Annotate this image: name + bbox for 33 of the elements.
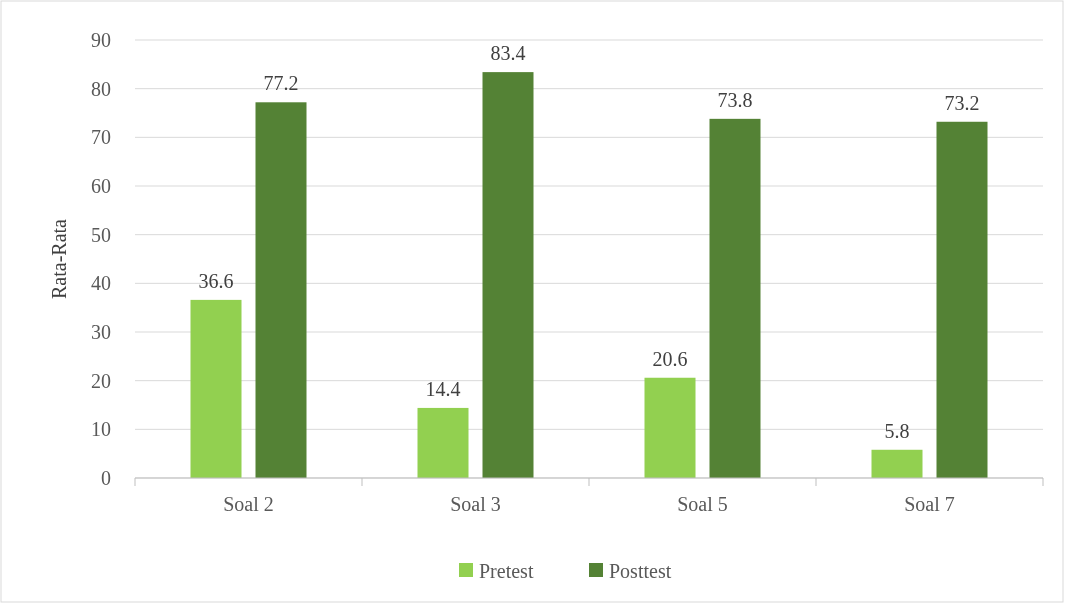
data-label: 83.4 [490,42,526,65]
y-tick-label: 40 [91,272,111,295]
data-label: 14.4 [425,377,461,400]
y-axis-title: Rata-Rata [48,218,70,299]
x-tick-label: Soal 2 [223,493,274,515]
y-tick-label: 80 [91,77,111,100]
y-tick-label: 0 [101,467,111,489]
bar [936,121,988,478]
y-tick-label: 50 [91,223,111,246]
legend-label: Posttest [609,560,672,582]
y-tick-label: 70 [91,126,111,149]
y-tick-label: 10 [91,418,111,441]
bar [644,377,696,478]
x-tick-label: Soal 7 [904,493,955,515]
data-label: 36.6 [198,269,234,292]
data-label: 5.8 [884,419,910,442]
bar [871,449,923,478]
bar [709,118,761,478]
legend-label: Pretest [479,560,534,582]
bar [482,72,534,478]
bar [190,299,242,478]
data-label: 20.6 [652,347,688,370]
x-tick-label: Soal 5 [677,493,728,515]
data-label: 73.8 [717,88,753,111]
y-tick-label: 90 [91,29,111,51]
y-tick-label: 30 [91,321,111,343]
bar [417,407,469,478]
data-label: 77.2 [263,72,299,95]
y-tick-label: 20 [91,369,111,392]
y-tick-label: 60 [91,175,111,197]
x-tick-label: Soal 3 [450,493,501,515]
bar [255,102,307,478]
data-label: 73.2 [944,91,980,114]
